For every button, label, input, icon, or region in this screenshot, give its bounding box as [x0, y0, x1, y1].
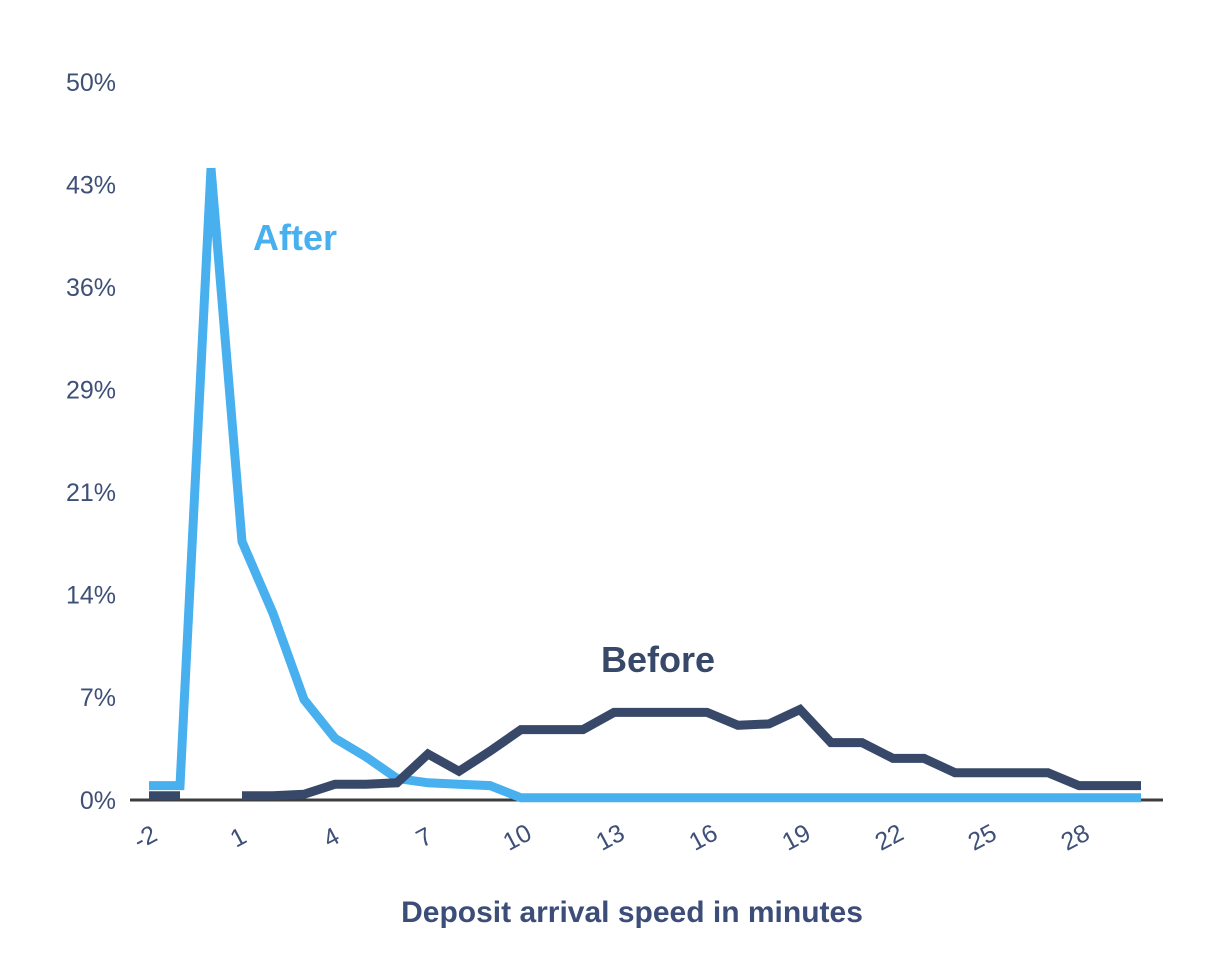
x-tick-label: -2: [129, 820, 162, 855]
x-tick-label: 22: [871, 819, 909, 857]
y-tick-label: 21%: [66, 479, 116, 507]
y-tick-label: 43%: [66, 171, 116, 199]
x-axis-title: Deposit arrival speed in minutes: [401, 896, 863, 929]
x-tick-label: 25: [964, 819, 1002, 857]
x-tick-label: 28: [1057, 819, 1095, 857]
x-tick-label: 16: [685, 819, 723, 857]
y-axis-labels: 0% 7% 14% 21% 29% 36% 43% 50%: [66, 69, 116, 815]
x-tick-label: 7: [412, 822, 437, 853]
before-line: [149, 704, 1141, 801]
after-series-label: After: [253, 217, 337, 258]
y-tick-label: 50%: [66, 69, 116, 97]
y-tick-label: 36%: [66, 274, 116, 302]
series-lines: [149, 167, 1141, 803]
x-tick-label: 19: [778, 819, 816, 857]
x-tick-label: 13: [592, 819, 630, 857]
y-tick-label: 29%: [66, 376, 116, 404]
before-series-label: Before: [601, 639, 715, 680]
y-tick-label: 7%: [80, 684, 116, 712]
after-line: [149, 167, 1141, 803]
x-tick-label: 10: [499, 819, 537, 857]
y-tick-label: 0%: [80, 787, 116, 815]
x-axis-labels: -2 1 4 7 10 13 16 19 22 25 28: [129, 819, 1094, 857]
x-tick-label: 4: [319, 822, 345, 853]
x-tick-label: 1: [226, 822, 251, 853]
y-tick-label: 14%: [66, 582, 116, 610]
